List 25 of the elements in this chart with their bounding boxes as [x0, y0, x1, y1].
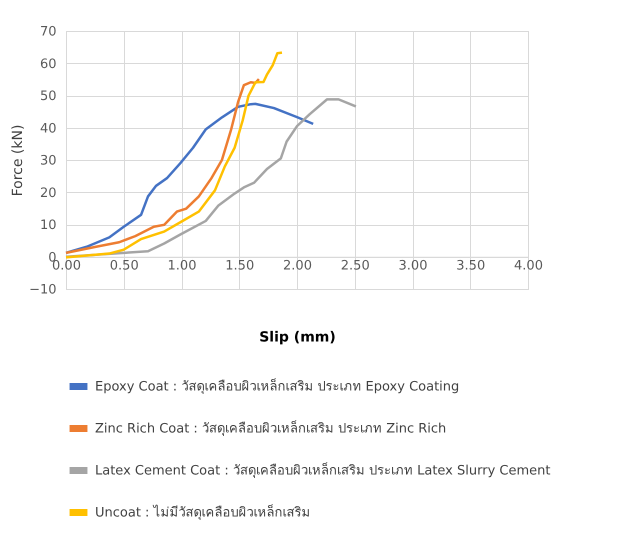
legend-label: Latex Cement Coat : วัสดุเคลือบผิวเหล็กเสริม ประเภท Latex Slurry Cement	[95, 460, 550, 478]
y-tick-label: 60	[40, 56, 56, 72]
line-series	[64, 51, 284, 259]
y-tick-label: 10	[40, 218, 56, 233]
y-tick-label: 70	[40, 24, 56, 40]
x-tick-label: 2.50	[340, 258, 370, 274]
legend-label: Uncoat : ไม่มีวัสดุเคลือบผิวเหล็กเสริม	[95, 502, 311, 520]
x-tick-label: 0.50	[110, 258, 139, 274]
y-tick-label: 20	[40, 186, 56, 201]
y-axis-title: Force (kN)	[10, 124, 26, 196]
line-series	[64, 78, 260, 254]
y-tick-label: 30	[40, 154, 56, 168]
y-tick-label: −10	[29, 282, 56, 298]
y-tick-label: 40	[40, 121, 56, 136]
x-tick-label: 1.50	[225, 258, 254, 274]
legend-label: Epoxy Coat : วัสดุเคลือบผิวเหล็กเสริม ประเภท Epoxy Coating	[95, 376, 460, 394]
x-axis-title: Slip (mm)	[259, 330, 336, 346]
legend-label: Zinc Rich Coat : วัสดุเคลือบผิวเหล็กเสริม ประเภท Zinc Rich	[95, 418, 446, 436]
x-tick-label: 3.50	[456, 258, 486, 274]
x-tick-label: 2.00	[283, 258, 312, 274]
x-tick-label: 3.00	[398, 258, 428, 274]
y-tick-label: 50	[40, 89, 56, 104]
x-tick-label: 4.00	[514, 258, 543, 274]
x-tick-label: 1.00	[168, 258, 196, 274]
line-series	[64, 102, 314, 254]
